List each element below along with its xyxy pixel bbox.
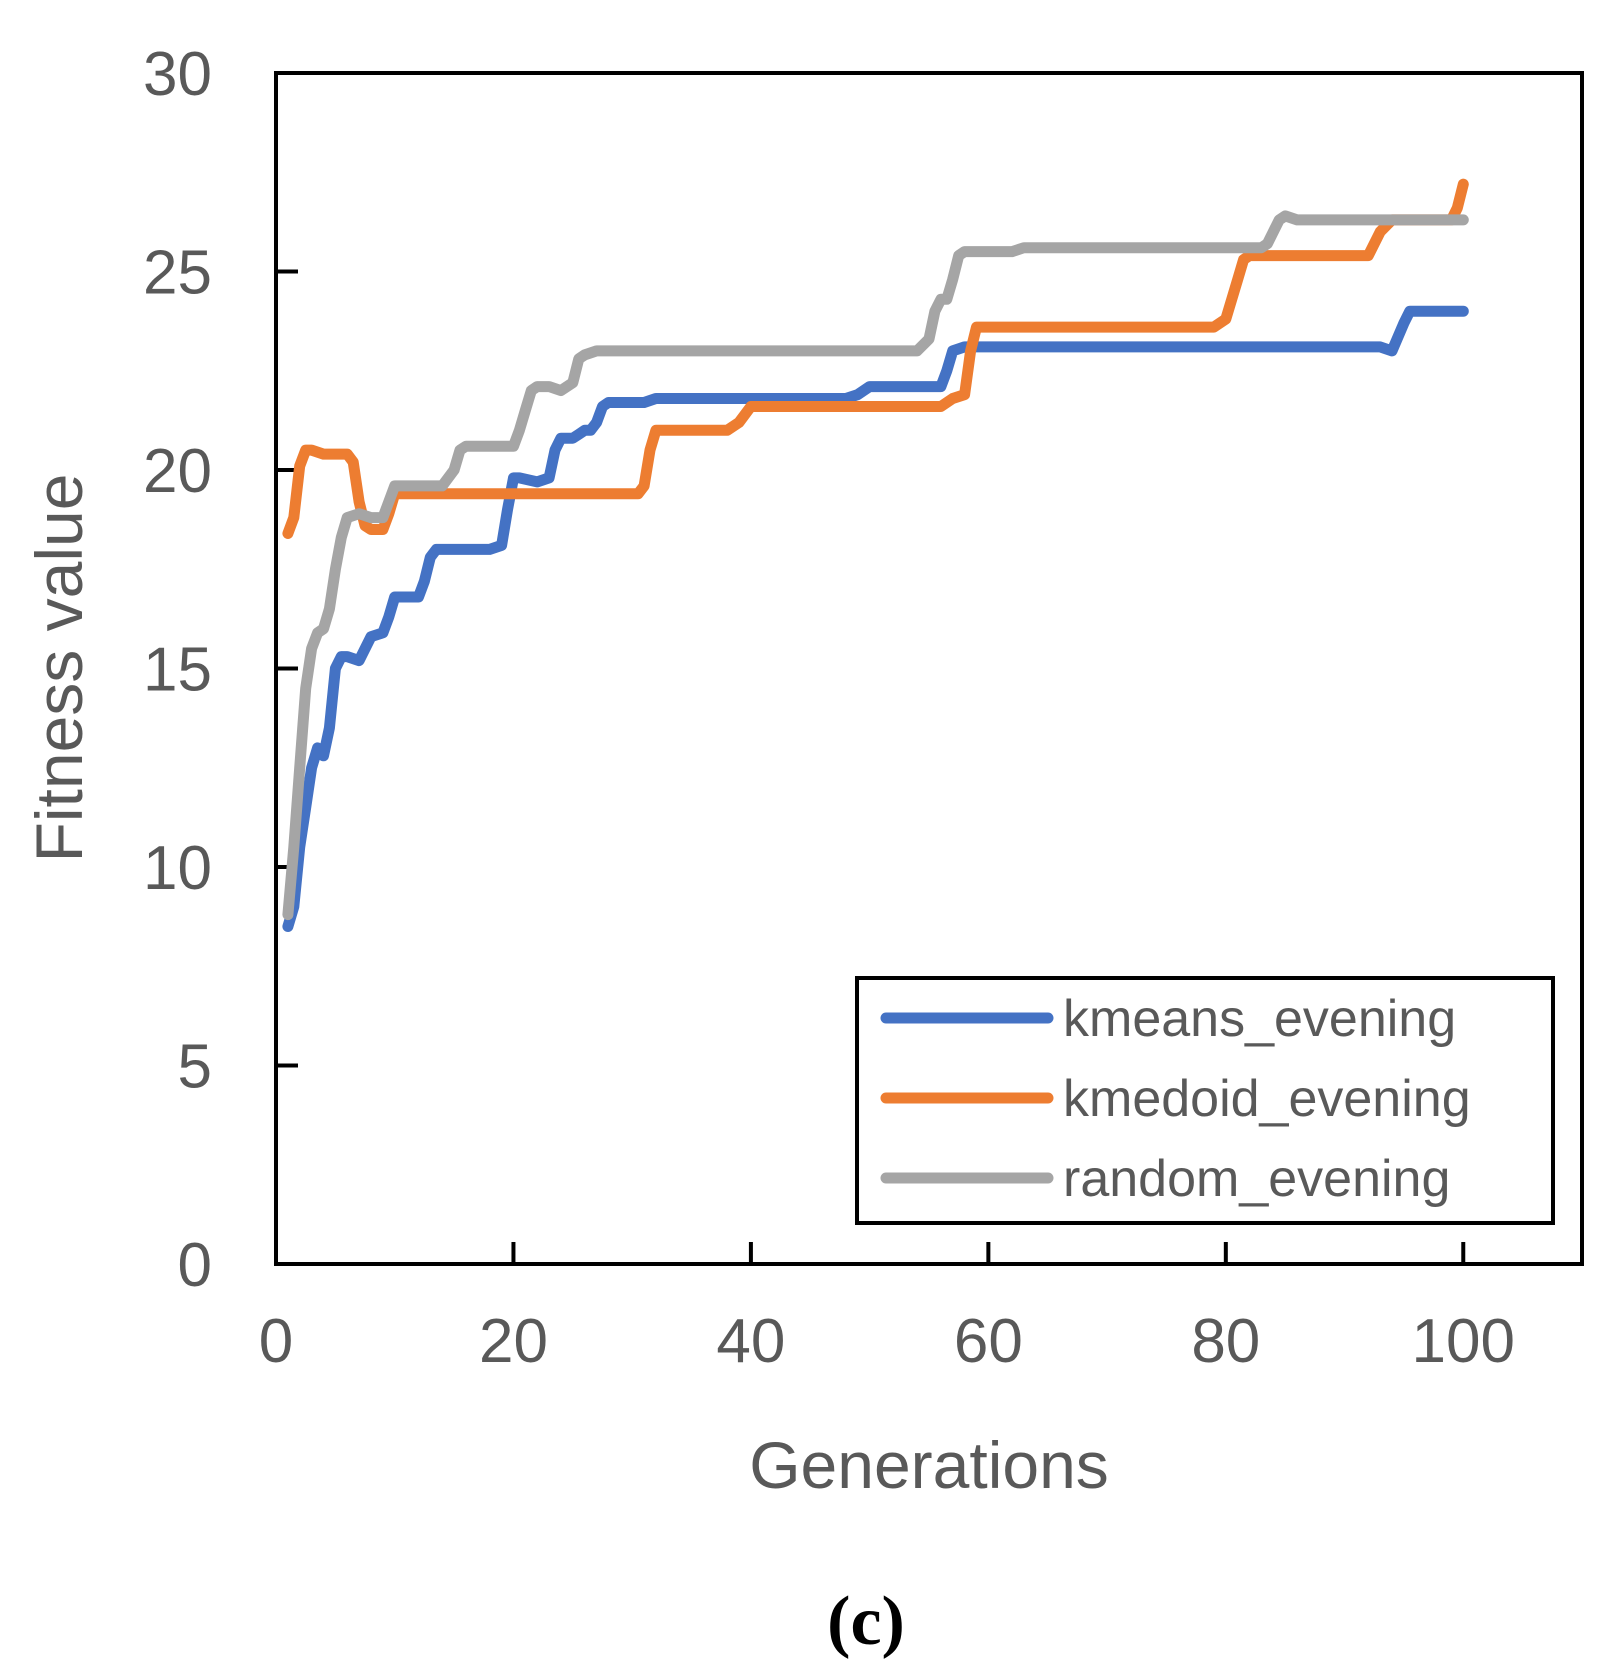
figure-caption: (c) (827, 1583, 905, 1660)
y-tick-label: 15 (143, 636, 212, 705)
y-tick-label: 10 (143, 834, 212, 903)
y-tick-label: 30 (143, 40, 212, 109)
series-line-random-evening (282, 210, 1469, 921)
legend-label: kmeans_evening (1063, 990, 1456, 1048)
x-tick-label: 40 (716, 1307, 785, 1376)
legend-label: random_evening (1063, 1150, 1450, 1208)
x-axis: 0 20 40 60 80 100 (259, 1242, 1515, 1376)
y-axis: 0 5 10 15 20 25 30 (143, 40, 298, 1300)
y-tick-label: 5 (178, 1033, 212, 1102)
x-tick-label: 60 (954, 1307, 1023, 1376)
x-tick-label: 0 (259, 1307, 293, 1376)
y-axis-title: Fitness value (22, 474, 96, 863)
x-tick-label: 100 (1412, 1307, 1515, 1376)
y-tick-label: 20 (143, 437, 212, 506)
series-lines (282, 178, 1469, 932)
legend-label: kmedoid_evening (1063, 1070, 1471, 1128)
x-tick-label: 80 (1191, 1307, 1260, 1376)
legend: kmeans_evening kmedoid_evening random_even… (855, 976, 1555, 1225)
y-tick-label: 0 (178, 1231, 212, 1300)
x-axis-title: Generations (749, 1428, 1109, 1502)
x-tick-label: 20 (479, 1307, 548, 1376)
y-tick-label: 25 (143, 239, 212, 308)
